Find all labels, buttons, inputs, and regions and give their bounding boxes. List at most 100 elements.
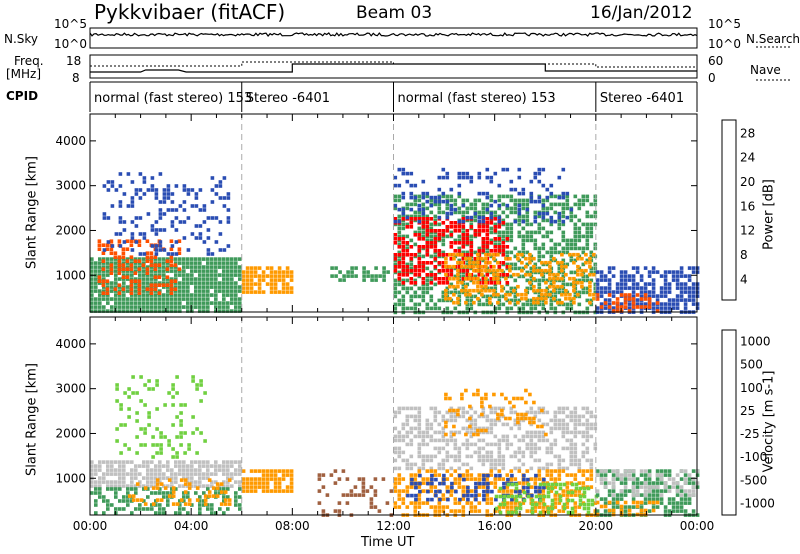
data-cell-1-6 <box>409 442 414 447</box>
data-cell-0-4 <box>362 274 366 278</box>
data-cell-0-5 <box>593 262 598 267</box>
data-cell-0-0 <box>194 281 198 285</box>
data-cell-0-2 <box>186 216 191 220</box>
data-cell-0-5 <box>417 230 422 235</box>
data-cell-0-5 <box>405 206 410 211</box>
data-cell-0-1 <box>169 255 174 259</box>
data-cell-0-5 <box>489 294 494 299</box>
data-cell-0-0 <box>150 285 154 289</box>
data-cell-1-5 <box>353 493 358 497</box>
data-cell-0-5 <box>413 278 418 283</box>
data-cell-1-9 <box>586 502 591 507</box>
data-cell-0-7 <box>480 268 484 273</box>
data-cell-0-2 <box>166 192 171 196</box>
data-cell-1-4 <box>253 477 258 481</box>
data-cell-0-7 <box>548 276 552 281</box>
data-cell-1-0 <box>154 468 158 472</box>
data-cell-1-6 <box>437 430 442 435</box>
data-cell-0-9 <box>603 298 608 302</box>
data-cell-0-0 <box>106 273 110 277</box>
data-cell-1-2 <box>155 443 159 447</box>
data-cell-1-11 <box>659 497 664 501</box>
data-cell-0-5 <box>397 230 402 235</box>
data-cell-1-6 <box>469 418 474 423</box>
data-cell-0-9 <box>695 286 700 290</box>
data-cell-1-10 <box>528 420 532 425</box>
data-cell-0-5 <box>429 198 434 203</box>
data-cell-1-5 <box>333 481 338 485</box>
data-cell-0-0 <box>234 305 238 309</box>
data-cell-0-5 <box>573 238 578 243</box>
data-cell-1-5 <box>337 509 342 513</box>
data-cell-1-7 <box>557 473 562 477</box>
data-cell-0-7 <box>560 300 564 305</box>
data-cell-0-7 <box>468 276 472 281</box>
data-cell-0-8 <box>465 215 470 220</box>
data-cell-0-0 <box>218 285 222 289</box>
data-cell-0-0 <box>222 293 226 297</box>
data-cell-0-0 <box>174 305 178 309</box>
data-cell-0-6 <box>481 225 486 229</box>
data-cell-0-7 <box>496 300 500 305</box>
data-cell-1-6 <box>441 430 446 435</box>
data-cell-0-5 <box>397 198 402 203</box>
data-cell-0-9 <box>611 306 616 310</box>
data-cell-0-0 <box>198 257 202 261</box>
data-cell-1-9 <box>530 502 535 507</box>
data-cell-0-5 <box>521 250 526 255</box>
data-cell-1-3 <box>195 498 200 502</box>
data-cell-1-6 <box>553 414 558 419</box>
data-cell-1-6 <box>533 414 538 419</box>
data-cell-1-11 <box>675 501 680 505</box>
data-cell-1-9 <box>514 510 519 515</box>
data-cell-0-2 <box>170 224 175 228</box>
data-cell-0-9 <box>603 290 608 294</box>
data-cell-0-9 <box>659 302 664 306</box>
data-cell-0-7 <box>572 252 576 257</box>
data-cell-0-7 <box>500 288 504 293</box>
data-cell-1-7 <box>397 481 402 485</box>
data-cell-0-5 <box>593 290 598 295</box>
data-cell-0-0 <box>206 301 210 305</box>
data-cell-0-5 <box>589 234 594 239</box>
data-cell-1-3 <box>223 498 228 502</box>
data-cell-1-4 <box>273 485 278 489</box>
data-cell-0-0 <box>178 309 182 313</box>
data-cell-1-0 <box>214 480 218 484</box>
data-cell-1-6 <box>529 450 534 455</box>
data-cell-1-6 <box>465 426 470 431</box>
data-cell-0-10 <box>619 305 624 309</box>
data-cell-0-6 <box>457 265 462 269</box>
data-cell-0-5 <box>469 302 474 307</box>
data-cell-1-0 <box>166 484 170 488</box>
data-cell-1-0 <box>118 468 122 472</box>
data-cell-0-7 <box>544 268 548 273</box>
data-cell-1-6 <box>513 466 518 471</box>
data-cell-0-5 <box>441 290 446 295</box>
data-cell-0-7 <box>556 276 560 281</box>
data-cell-1-11 <box>659 481 664 485</box>
data-cell-1-7 <box>557 501 562 505</box>
data-cell-0-2 <box>162 228 167 232</box>
data-cell-0-5 <box>393 286 398 291</box>
data-cell-0-8 <box>497 215 502 220</box>
data-cell-1-7 <box>509 477 514 481</box>
data-cell-0-0 <box>174 301 178 305</box>
data-cell-1-2 <box>135 419 139 423</box>
data-cell-0-7 <box>548 264 552 269</box>
data-cell-1-0 <box>134 468 138 472</box>
data-cell-1-6 <box>525 430 530 435</box>
data-cell-0-7 <box>484 256 488 261</box>
data-cell-0-10 <box>623 293 628 297</box>
data-cell-1-12 <box>595 489 600 493</box>
data-cell-1-12 <box>683 489 688 493</box>
data-cell-0-1 <box>129 279 134 283</box>
data-cell-0-7 <box>588 280 592 285</box>
data-cell-1-7 <box>489 473 494 477</box>
data-cell-1-7 <box>545 469 550 473</box>
data-cell-0-9 <box>679 298 684 302</box>
data-cell-1-1 <box>122 499 126 503</box>
data-cell-0-6 <box>409 281 414 285</box>
data-cell-1-10 <box>444 420 448 425</box>
data-cell-1-8 <box>462 493 466 498</box>
